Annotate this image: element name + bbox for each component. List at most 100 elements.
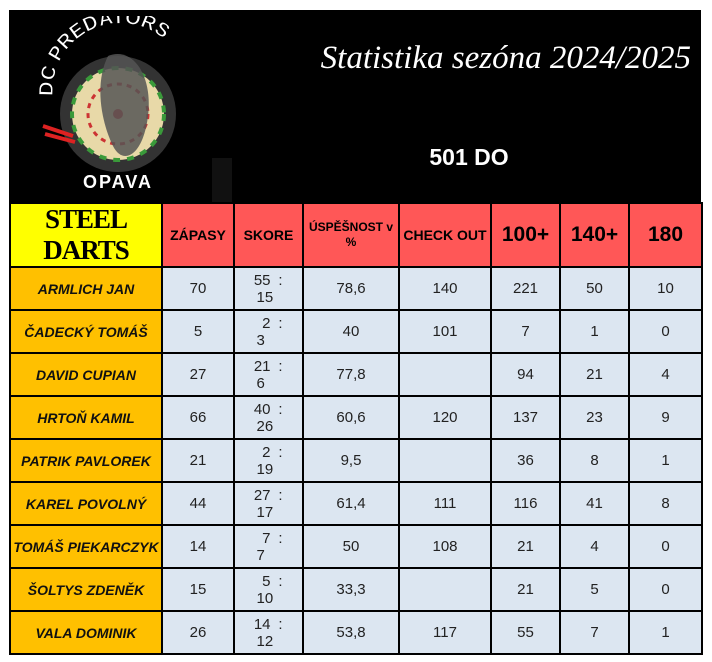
matches-cell: 5: [161, 309, 235, 354]
score-lost: 12: [256, 632, 274, 650]
count-100-cell: 36: [490, 438, 561, 483]
steel-darts-label: STEEL DARTS: [9, 202, 163, 268]
count-140-cell: 1: [559, 309, 630, 354]
count-100-cell: 137: [490, 395, 561, 440]
success-cell: 60,6: [302, 395, 400, 440]
stats-sheet: DC PREDATORS OPAVA Statistika sezóna 202…: [9, 10, 703, 655]
table-row: ŠOLTYS ZDENĚK 15 5:10 33,3 21 5 0: [9, 567, 703, 612]
count-100-cell: 116: [490, 481, 561, 526]
checkout-cell: 120: [398, 395, 492, 440]
checkout-cell: 108: [398, 524, 492, 569]
score-lost: 3: [256, 331, 265, 349]
score-lost: 17: [256, 503, 274, 521]
col-checkout: CHECK OUT: [398, 202, 492, 268]
count-180-cell: 1: [628, 438, 703, 483]
checkout-cell: 101: [398, 309, 492, 354]
count-180-cell: 0: [628, 524, 703, 569]
count-140-cell: 50: [559, 266, 630, 311]
score-cell: 55:15: [233, 266, 304, 311]
matches-cell: 15: [161, 567, 235, 612]
table-row: ARMLICH JAN 70 55:15 78,6 140 221 50 10: [9, 266, 703, 311]
player-name: ČADECKÝ TOMÁŠ: [9, 309, 163, 354]
matches-cell: 21: [161, 438, 235, 483]
success-cell: 53,8: [302, 610, 400, 655]
table-row: DAVID CUPIAN 27 21:6 77,8 94 21 4: [9, 352, 703, 397]
success-cell: 77,8: [302, 352, 400, 397]
score-cell: 27:17: [233, 481, 304, 526]
count-140-cell: 41: [559, 481, 630, 526]
checkout-cell: 117: [398, 610, 492, 655]
col-matches: ZÁPASY: [161, 202, 235, 268]
score-separator: :: [278, 486, 283, 504]
score-separator: :: [278, 357, 283, 375]
count-100-cell: 55: [490, 610, 561, 655]
score-lost: 26: [256, 417, 274, 435]
matches-cell: 14: [161, 524, 235, 569]
score-lost: 19: [256, 460, 274, 478]
matches-cell: 44: [161, 481, 235, 526]
decorative-bar: [212, 158, 232, 202]
success-cell: 78,6: [302, 266, 400, 311]
count-140-cell: 7: [559, 610, 630, 655]
table-row: ČADECKÝ TOMÁŠ 5 2:3 40 101 7 1 0: [9, 309, 703, 354]
player-name: TOMÁŠ PIEKARCZYK: [9, 524, 163, 569]
logo-bottom-text: OPAVA: [83, 172, 153, 192]
score-cell: 2:3: [233, 309, 304, 354]
score-won: 2: [262, 443, 271, 461]
matches-cell: 27: [161, 352, 235, 397]
checkout-cell: [398, 438, 492, 483]
score-separator: :: [278, 443, 283, 461]
count-180-cell: 10: [628, 266, 703, 311]
checkout-cell: 111: [398, 481, 492, 526]
col-score: SKORE: [233, 202, 304, 268]
score-cell: 7:7: [233, 524, 304, 569]
col-100: 100+: [490, 202, 561, 268]
success-cell: 61,4: [302, 481, 400, 526]
count-180-cell: 8: [628, 481, 703, 526]
player-name: DAVID CUPIAN: [9, 352, 163, 397]
success-cell: 40: [302, 309, 400, 354]
count-140-cell: 8: [559, 438, 630, 483]
score-won: 7: [262, 529, 271, 547]
player-name: HRTOŇ KAMIL: [9, 395, 163, 440]
player-name: PATRIK PAVLOREK: [9, 438, 163, 483]
count-100-cell: 21: [490, 524, 561, 569]
success-cell: 33,3: [302, 567, 400, 612]
player-name: ARMLICH JAN: [9, 266, 163, 311]
score-separator: :: [278, 314, 283, 332]
col-140: 140+: [559, 202, 630, 268]
count-140-cell: 5: [559, 567, 630, 612]
checkout-cell: 140: [398, 266, 492, 311]
score-separator: :: [278, 400, 283, 418]
count-100-cell: 7: [490, 309, 561, 354]
score-won: 21: [253, 357, 271, 375]
matches-cell: 70: [161, 266, 235, 311]
score-separator: :: [278, 271, 283, 289]
score-lost: 15: [256, 288, 274, 306]
count-180-cell: 0: [628, 567, 703, 612]
count-140-cell: 21: [559, 352, 630, 397]
count-180-cell: 4: [628, 352, 703, 397]
player-name: KAREL POVOLNÝ: [9, 481, 163, 526]
score-won: 14: [253, 615, 271, 633]
score-cell: 14:12: [233, 610, 304, 655]
score-cell: 2:19: [233, 438, 304, 483]
score-lost: 7: [256, 546, 265, 564]
score-separator: :: [278, 572, 283, 590]
table-row: KAREL POVOLNÝ 44 27:17 61,4 111 116 41 8: [9, 481, 703, 526]
player-name: ŠOLTYS ZDENĚK: [9, 567, 163, 612]
count-140-cell: 4: [559, 524, 630, 569]
count-100-cell: 21: [490, 567, 561, 612]
score-separator: :: [278, 529, 283, 547]
table-row: PATRIK PAVLOREK 21 2:19 9,5 36 8 1: [9, 438, 703, 483]
table-row: HRTOŇ KAMIL 66 40:26 60,6 120 137 23 9: [9, 395, 703, 440]
score-lost: 6: [256, 374, 265, 392]
page-title: Statistika sezóna 2024/2025: [320, 40, 691, 76]
success-cell: 50: [302, 524, 400, 569]
count-100-cell: 221: [490, 266, 561, 311]
count-140-cell: 23: [559, 395, 630, 440]
score-won: 55: [253, 271, 271, 289]
dc-predators-logo: DC PREDATORS OPAVA: [35, 16, 176, 192]
score-cell: 5:10: [233, 567, 304, 612]
matches-cell: 26: [161, 610, 235, 655]
